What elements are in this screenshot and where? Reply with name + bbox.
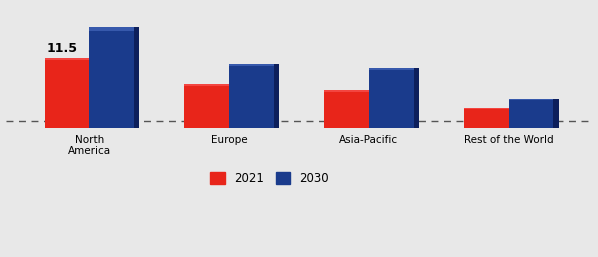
Bar <box>369 68 414 128</box>
Bar <box>324 90 369 128</box>
Bar <box>414 68 419 128</box>
Bar <box>553 99 559 128</box>
Bar <box>369 90 374 128</box>
Bar <box>134 27 139 128</box>
Bar <box>229 84 234 128</box>
Bar <box>184 84 229 86</box>
Bar <box>274 64 279 128</box>
Bar <box>184 84 229 128</box>
Text: 11.5: 11.5 <box>47 42 78 55</box>
Bar <box>229 64 274 66</box>
Bar <box>324 90 369 91</box>
Bar <box>509 99 553 100</box>
Bar <box>369 68 414 70</box>
Bar <box>45 58 89 60</box>
Bar <box>229 64 274 128</box>
Bar <box>464 108 509 109</box>
Bar <box>89 27 134 31</box>
Bar <box>89 27 134 128</box>
Bar <box>509 99 553 128</box>
Bar <box>45 58 89 128</box>
Bar <box>509 108 514 128</box>
Legend: 2021, 2030: 2021, 2030 <box>206 167 334 189</box>
Bar <box>89 58 94 128</box>
Bar <box>464 108 509 128</box>
